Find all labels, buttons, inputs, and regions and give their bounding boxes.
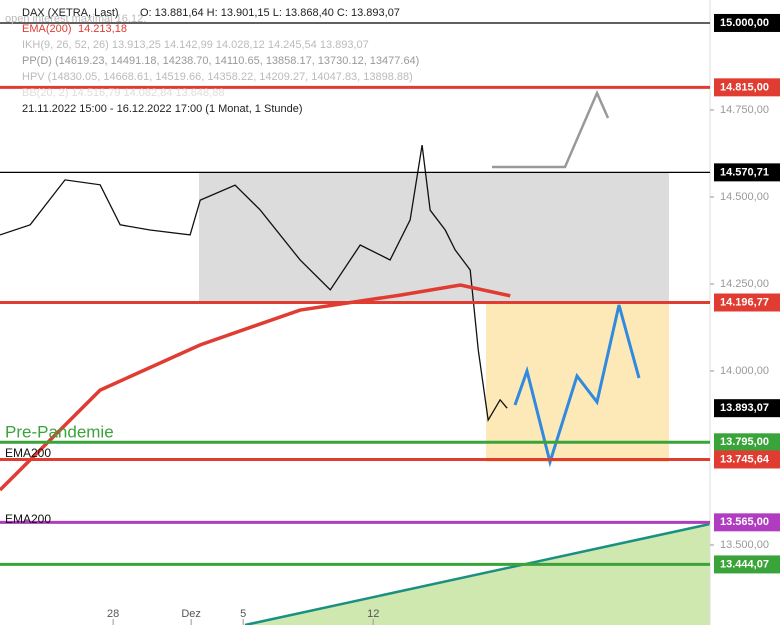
pp-text: PP(D) (14619.23, 14491.18, 14238.70, 141… — [22, 55, 419, 67]
level-label: 13.893,07 — [720, 402, 769, 414]
range-zone — [199, 173, 669, 301]
x-tick-label: 28 — [107, 608, 119, 620]
level-label: 13.565,00 — [720, 516, 769, 528]
oi-text: open interest maximal 16.12. — [5, 13, 146, 25]
level-label: 13.444,07 — [720, 558, 769, 570]
projection-down — [513, 304, 641, 468]
y-tick-label: 13.500,00 — [720, 539, 769, 551]
ohlc-text: O: 13.881,64 H: 13.901,15 L: 13.868,40 C… — [140, 7, 400, 19]
annotation: EMA200 — [5, 446, 51, 460]
level-box — [714, 555, 780, 574]
level-label: 13.745,64 — [720, 453, 770, 465]
annotation: EMA200 — [5, 512, 51, 526]
level-box — [714, 293, 780, 312]
x-tick-label: 12 — [367, 608, 379, 620]
hpv-text: HPV (14830.05, 14668.61, 14519.66, 14358… — [22, 71, 413, 83]
line-series — [0, 283, 511, 492]
line-series — [0, 145, 508, 422]
y-tick-label: 14.750,00 — [720, 104, 769, 116]
level-box — [714, 13, 780, 32]
projection-up — [492, 89, 610, 169]
level-label: 13.795,00 — [720, 436, 769, 448]
x-tick-label: Dez — [181, 608, 201, 620]
ikh-text: IKH(9, 26, 52, 26) 13.913,25 14.142,99 1… — [22, 39, 369, 51]
y-tick-label: 14.000,00 — [720, 365, 769, 377]
level-box — [714, 399, 780, 418]
annotation: Pre-Pandemie — [5, 422, 114, 441]
legend-entry: DAX (XETRA, Last) — [22, 7, 119, 19]
range-text: 21.11.2022 15:00 - 16.12.2022 17:00 (1 M… — [22, 103, 303, 115]
x-tick-label: 5 — [240, 608, 246, 620]
level-label: 14.570,71 — [720, 166, 769, 178]
legend-entry: EMA(200) — [22, 23, 72, 35]
level-label: 14.196,77 — [720, 296, 769, 308]
legend: open interest maximal 16.12. DAX (XETRA,… — [5, 7, 419, 115]
level-box — [714, 163, 780, 182]
level-label: 14.815,00 — [720, 81, 769, 93]
trend-line — [244, 522, 711, 627]
target-zone — [486, 301, 669, 462]
level-box — [714, 450, 780, 469]
y-tick-label: 14.250,00 — [720, 278, 769, 290]
bb-text: BB(20, 2) 14.516,79 14.082,84 13.648,88 — [22, 87, 224, 99]
level-box — [714, 78, 780, 97]
level-box — [714, 433, 780, 452]
level-label: 15.000,00 — [720, 17, 769, 29]
level-box — [714, 513, 780, 532]
y-tick-label: 14.500,00 — [720, 191, 769, 203]
ema-text: 14.213,18 — [78, 23, 127, 35]
